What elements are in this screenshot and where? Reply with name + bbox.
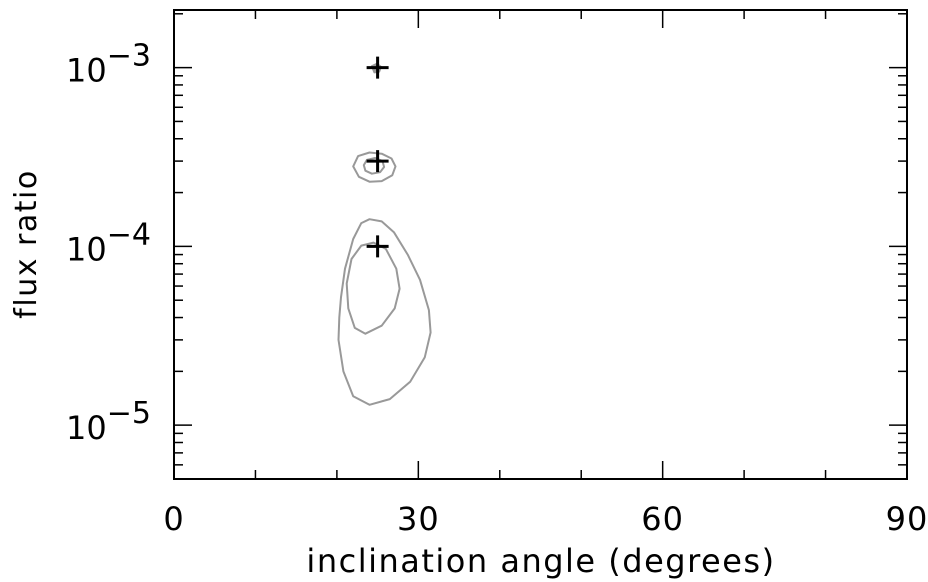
plus-marker-2 [366, 150, 389, 173]
contour-mid-inner [362, 157, 386, 175]
y-tick-label: 10−4 [66, 217, 151, 268]
y-tick-label: 10−5 [66, 396, 151, 447]
plus-marker-3 [366, 235, 389, 258]
x-tick-label: 0 [163, 500, 184, 538]
y-tick-label-exponent: −4 [107, 217, 151, 252]
plus-marker-1 [366, 56, 389, 79]
y-tick-label-exponent: −3 [107, 39, 151, 74]
y-tick-label-base: 10 [66, 409, 107, 447]
tick-layer [173, 10, 908, 479]
x-tick-label: 30 [397, 500, 440, 538]
y-axis-label: flux ratio [9, 169, 44, 318]
x-tick-label: 60 [641, 500, 684, 538]
plot-frame [173, 9, 908, 480]
contour-low-inner [345, 241, 401, 335]
y-tick-label-base: 10 [66, 230, 107, 268]
contour-layer [337, 62, 432, 406]
y-tick-label-base: 10 [66, 52, 107, 90]
contour-low-outer [337, 218, 432, 406]
x-axis-label: inclination angle (degrees) [306, 542, 775, 580]
marker-layer [366, 56, 389, 258]
contour-mid-outer [352, 151, 397, 183]
x-tick-label: 90 [886, 500, 928, 538]
y-tick-label-exponent: −5 [107, 396, 151, 431]
y-tick-label: 10−3 [66, 39, 151, 90]
